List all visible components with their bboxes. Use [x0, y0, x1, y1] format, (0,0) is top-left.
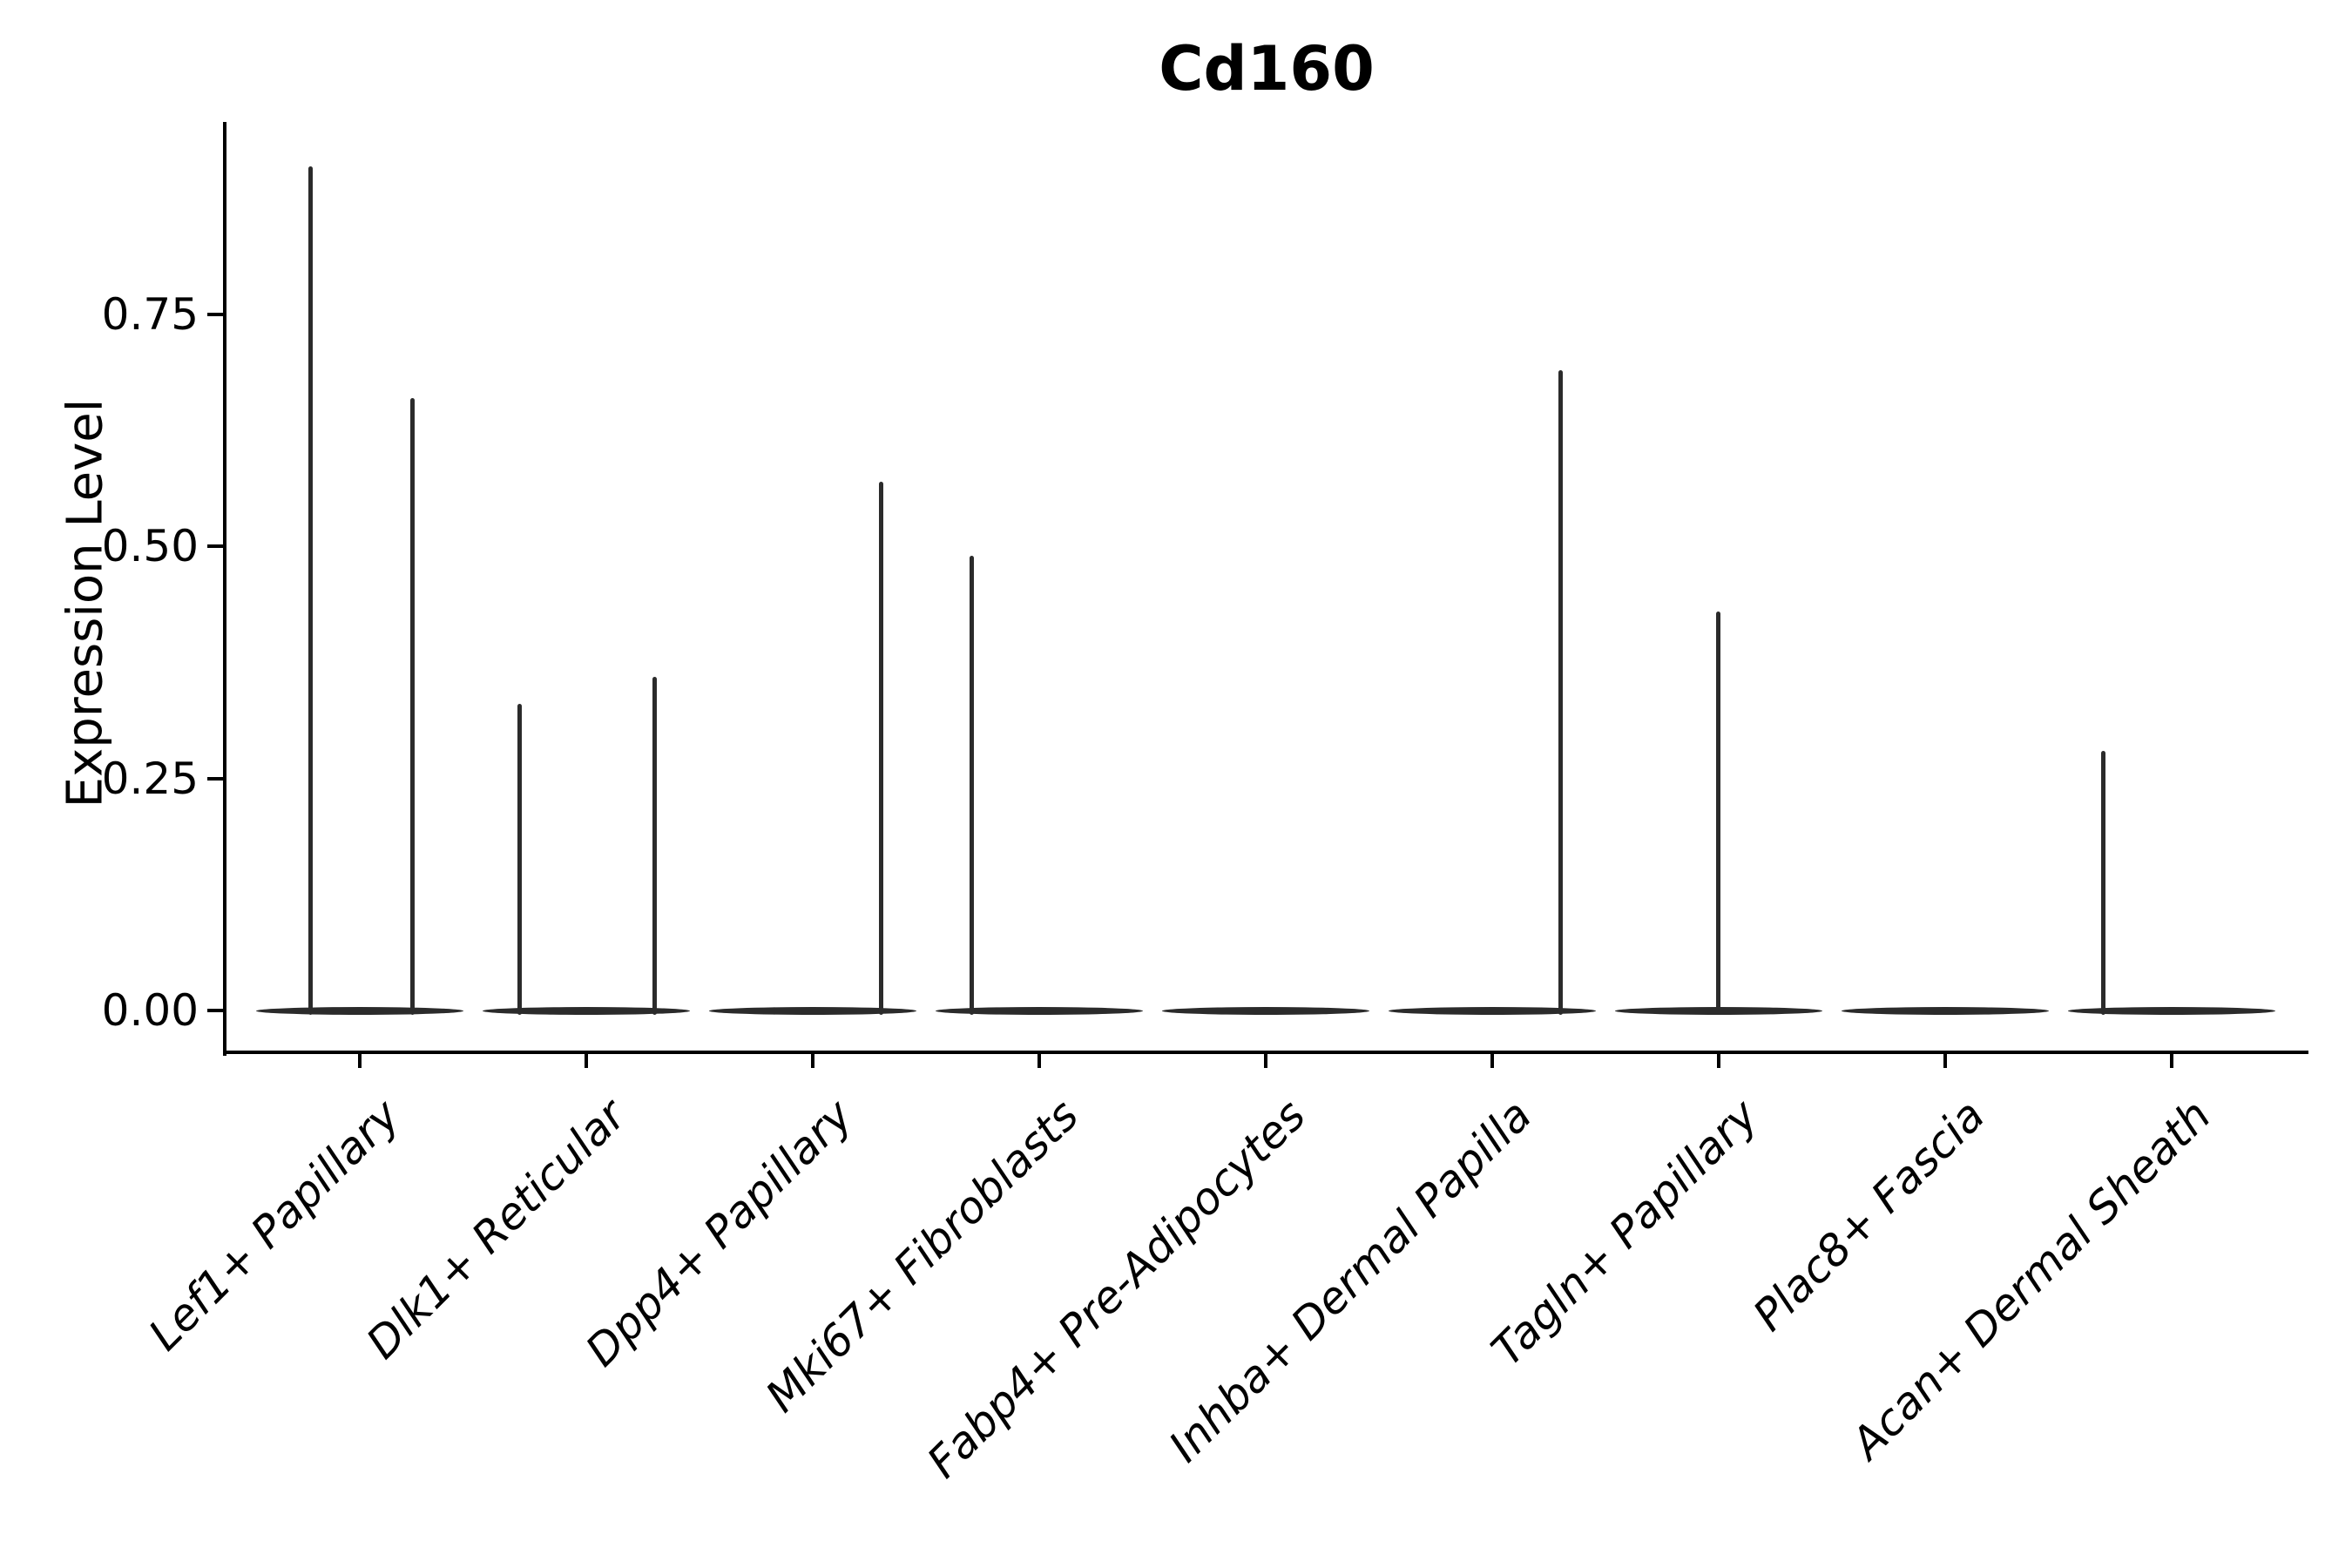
y-tick-label: 0.75 — [101, 289, 199, 341]
violin-spike — [410, 397, 415, 1015]
x-tick-mark — [2170, 1054, 2174, 1068]
violin-spike — [652, 676, 657, 1015]
x-tick-mark — [585, 1054, 589, 1068]
violin-spike — [879, 481, 883, 1015]
y-tick-label: 0.00 — [101, 985, 199, 1036]
x-tick-mark — [358, 1054, 362, 1068]
violin-body — [1842, 1006, 2050, 1015]
y-tick-mark — [207, 544, 223, 549]
y-tick-mark — [207, 1009, 223, 1012]
x-axis-label: Fabp4+ Pre-Adipocytes — [916, 1090, 1315, 1488]
violin-spike — [1716, 611, 1720, 1015]
x-tick-mark — [1943, 1054, 1948, 1068]
x-tick-mark — [1264, 1054, 1268, 1068]
violin-body — [256, 1006, 464, 1015]
violin-spike — [308, 166, 313, 1015]
violin-body — [2068, 1006, 2276, 1015]
violin-spike — [2101, 750, 2105, 1015]
y-axis-label: Expression Level — [57, 398, 114, 808]
x-tick-mark — [811, 1054, 815, 1068]
violin-body — [936, 1006, 1144, 1015]
y-tick-label: 0.25 — [101, 753, 199, 804]
violin-spike — [1558, 370, 1563, 1015]
x-tick-mark — [1490, 1054, 1495, 1068]
y-axis-spine — [223, 122, 226, 1056]
x-tick-mark — [1717, 1054, 1721, 1068]
x-axis-label: Plac8+ Fascia — [1743, 1090, 1995, 1342]
violin-spike — [970, 556, 974, 1015]
violin-spike — [517, 704, 522, 1015]
x-axis-label: Inhba+ Dermal Papilla — [1159, 1090, 1542, 1472]
x-axis-spine — [223, 1051, 2308, 1054]
y-tick-label: 0.50 — [101, 521, 199, 572]
y-tick-mark — [207, 313, 223, 317]
violin-body — [1389, 1006, 1597, 1015]
plot-title: Cd160 — [1159, 33, 1375, 105]
violin-body — [709, 1006, 917, 1015]
violin-body — [483, 1006, 691, 1015]
violin-body — [1162, 1006, 1370, 1015]
x-axis-label: Lef1+ Papillary — [139, 1090, 409, 1361]
y-tick-mark — [207, 776, 223, 781]
x-tick-mark — [1037, 1054, 1042, 1068]
